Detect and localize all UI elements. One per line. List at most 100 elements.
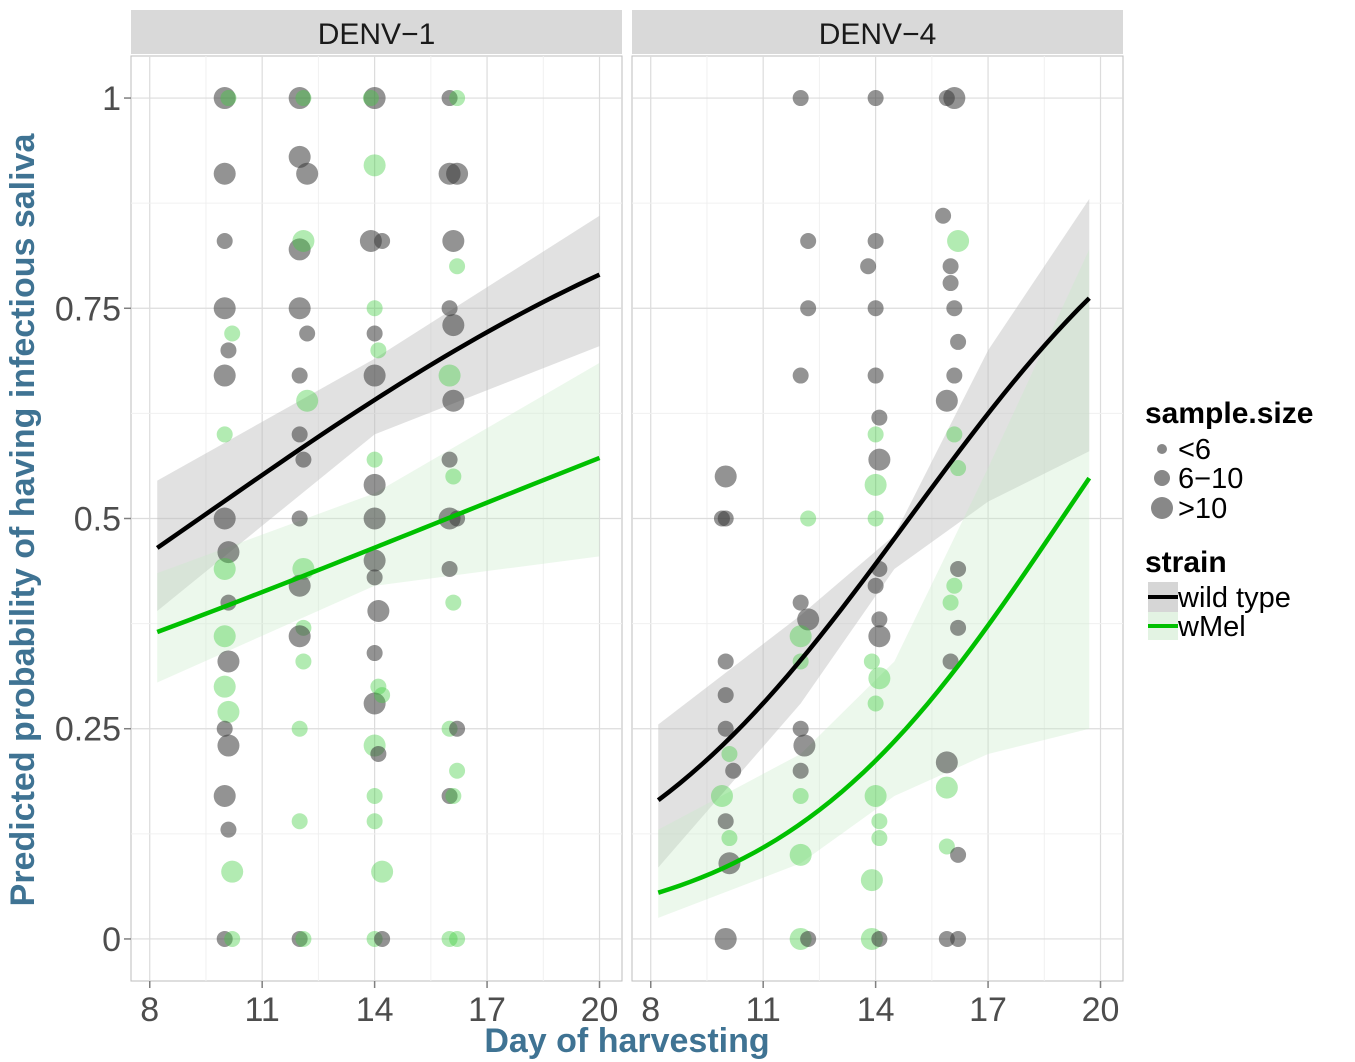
- data-point-wmel: [871, 830, 888, 847]
- data-point-wmel: [441, 930, 458, 947]
- fit-line-wild-type: [656, 296, 1091, 802]
- panels-layer: DENV−1 DENV−4: [130, 10, 1124, 982]
- data-point-wmel: [864, 473, 887, 496]
- data-point-wild-type: [950, 930, 967, 947]
- facet-strip: [131, 10, 622, 54]
- data-point-wmel: [221, 860, 244, 883]
- data-point-wild-type: [217, 734, 240, 757]
- data-point-wild-type: [216, 233, 233, 249]
- data-point-wmel: [863, 653, 880, 670]
- data-point-wmel: [792, 788, 809, 804]
- data-point-wild-type: [288, 145, 311, 168]
- data-point-wild-type: [213, 785, 236, 807]
- data-point-wild-type: [868, 448, 891, 471]
- data-point-wild-type: [217, 541, 240, 564]
- data-point-wild-type: [363, 87, 386, 110]
- data-point-wmel: [721, 745, 738, 762]
- data-point-wild-type: [288, 238, 311, 261]
- legend-size-title: sample.size: [1145, 397, 1313, 430]
- data-point-wild-type: [370, 745, 387, 762]
- data-point-wild-type: [441, 788, 458, 804]
- data-point-wild-type: [714, 927, 737, 950]
- data-point-wild-type: [792, 367, 809, 384]
- data-point-wild-type: [867, 233, 884, 249]
- data-point-wild-type: [363, 364, 386, 387]
- data-point-wmel: [224, 930, 241, 947]
- fit-line-wmel: [156, 455, 601, 635]
- x-tick-label: 14: [857, 991, 895, 1029]
- data-point-wmel: [449, 90, 466, 107]
- data-point-wild-type: [374, 233, 391, 249]
- x-tick-label: 20: [581, 991, 619, 1029]
- data-point-wmel: [213, 625, 236, 648]
- data-point-wild-type: [291, 426, 308, 443]
- data-point-wmel: [445, 468, 462, 485]
- data-point-wild-type: [717, 687, 734, 704]
- data-point-wmel: [224, 325, 241, 342]
- panel-2: DENV−4: [631, 10, 1124, 982]
- data-point-wmel: [292, 230, 315, 252]
- data-point-wild-type: [367, 600, 390, 622]
- data-point-wmel: [291, 813, 308, 830]
- data-point-wild-type: [441, 90, 458, 107]
- y-tick-label: 0.5: [74, 501, 121, 539]
- data-point-wmel: [946, 577, 963, 594]
- data-point-wild-type: [363, 549, 386, 572]
- data-point-wmel: [867, 426, 884, 443]
- data-point-wild-type: [793, 734, 816, 757]
- y-tick-label: 1: [102, 80, 121, 118]
- data-point-wild-type: [441, 560, 458, 577]
- data-point-wild-type: [943, 87, 966, 110]
- legend-wild-type-label: wild type: [1177, 582, 1291, 614]
- data-point-wild-type: [792, 762, 809, 779]
- data-point-wild-type: [216, 720, 233, 737]
- data-point-wmel: [449, 930, 466, 947]
- data-point-wild-type: [213, 364, 236, 387]
- data-point-wild-type: [291, 930, 308, 947]
- data-point-wild-type: [950, 560, 967, 577]
- data-point-wmel: [213, 675, 236, 698]
- data-point-wild-type: [213, 507, 236, 530]
- data-point-wmel: [449, 258, 466, 275]
- data-point-wild-type: [800, 233, 817, 249]
- data-point-wmel: [438, 364, 461, 387]
- data-point-wild-type: [442, 389, 465, 412]
- x-tick-label: 17: [969, 991, 1007, 1029]
- data-point-wmel: [213, 557, 236, 580]
- data-point-wmel: [362, 90, 379, 107]
- data-point-wmel: [942, 594, 959, 611]
- data-point-wmel: [871, 813, 888, 830]
- data-point-wmel: [217, 700, 240, 723]
- data-point-wild-type: [449, 720, 466, 737]
- data-point-wild-type: [797, 608, 820, 631]
- data-point-wild-type: [441, 300, 458, 317]
- data-point-wild-type: [220, 342, 237, 359]
- facet-strip-label: DENV−4: [819, 18, 937, 51]
- data-point-wild-type: [942, 275, 959, 292]
- legend-size-medium-key: [1154, 470, 1170, 486]
- data-point-wild-type: [935, 751, 958, 774]
- data-point-wmel: [938, 838, 955, 855]
- data-point-wmel: [946, 426, 963, 443]
- data-point-wmel: [868, 667, 891, 690]
- data-point-wild-type: [442, 314, 465, 337]
- legend-size-small-label: <6: [1178, 434, 1211, 466]
- data-point-wmel: [947, 230, 970, 252]
- fit-line-wild-type: [155, 272, 601, 550]
- data-point-wild-type: [366, 569, 383, 586]
- data-point-wild-type: [213, 87, 236, 110]
- data-point-wmel: [935, 776, 958, 799]
- data-point-wild-type: [867, 300, 884, 317]
- data-point-wild-type: [291, 367, 308, 384]
- data-point-wild-type: [800, 930, 817, 947]
- data-point-wmel: [295, 90, 312, 107]
- confidence-band-wmel: [658, 249, 1090, 918]
- panel-1: DENV−1: [130, 10, 623, 982]
- data-point-wild-type: [295, 451, 312, 468]
- data-point-wild-type: [871, 409, 888, 426]
- x-tick-label: 11: [245, 991, 280, 1029]
- data-point-wild-type: [868, 625, 891, 648]
- x-tick-label: 14: [356, 991, 394, 1029]
- data-point-wild-type: [792, 90, 809, 107]
- data-point-wmel: [371, 860, 394, 883]
